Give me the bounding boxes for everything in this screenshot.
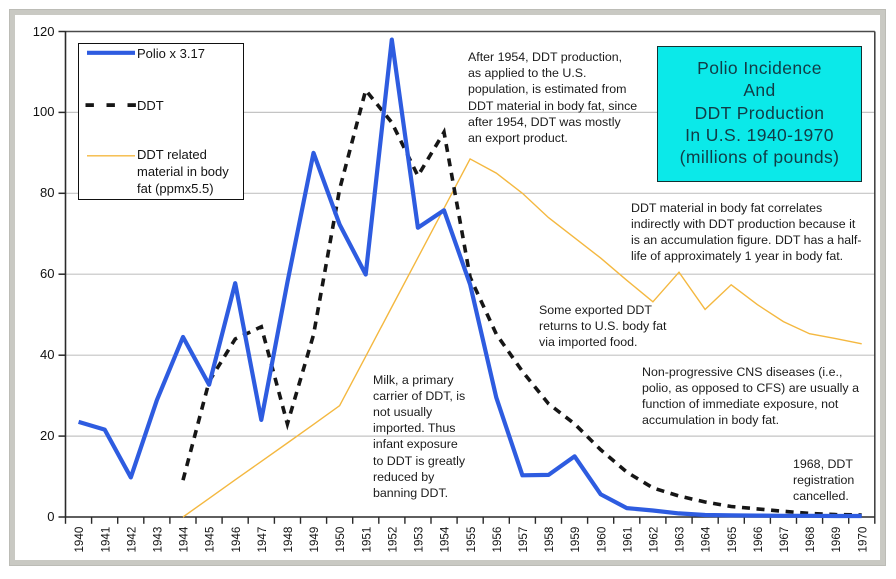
- svg-text:1949: 1949: [308, 527, 321, 553]
- svg-text:1940: 1940: [73, 527, 86, 553]
- svg-text:1950: 1950: [334, 527, 347, 553]
- svg-text:1966: 1966: [752, 527, 765, 553]
- svg-text:1962: 1962: [648, 527, 661, 553]
- svg-text:1958: 1958: [543, 527, 556, 553]
- svg-text:1956: 1956: [491, 527, 504, 553]
- svg-text:1961: 1961: [621, 527, 634, 553]
- svg-text:1952: 1952: [386, 527, 399, 553]
- svg-text:1954: 1954: [439, 526, 452, 552]
- svg-text:1964: 1964: [700, 526, 713, 552]
- svg-text:1946: 1946: [230, 527, 243, 553]
- svg-text:1945: 1945: [204, 527, 217, 553]
- svg-text:1967: 1967: [778, 527, 791, 553]
- svg-text:1942: 1942: [125, 527, 138, 553]
- svg-text:1951: 1951: [360, 527, 373, 553]
- svg-text:1947: 1947: [256, 527, 269, 553]
- svg-text:1948: 1948: [282, 527, 295, 553]
- svg-text:1970: 1970: [856, 527, 869, 553]
- svg-text:1944: 1944: [178, 526, 191, 552]
- svg-text:1957: 1957: [517, 527, 530, 553]
- svg-text:1968: 1968: [804, 527, 817, 553]
- svg-text:1955: 1955: [465, 527, 478, 553]
- svg-text:1943: 1943: [152, 527, 165, 553]
- svg-text:1953: 1953: [413, 527, 426, 553]
- svg-text:1959: 1959: [569, 527, 582, 553]
- svg-text:1965: 1965: [726, 527, 739, 553]
- svg-text:1969: 1969: [830, 527, 843, 553]
- svg-text:1941: 1941: [99, 527, 112, 553]
- svg-text:1960: 1960: [595, 527, 608, 553]
- svg-text:1963: 1963: [674, 527, 687, 553]
